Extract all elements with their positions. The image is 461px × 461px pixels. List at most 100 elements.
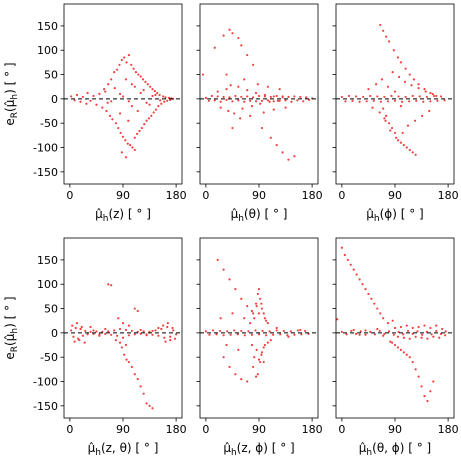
data-point	[376, 327, 379, 331]
y-tick-label: 100	[37, 278, 58, 291]
data-point	[166, 99, 169, 102]
data-point	[340, 95, 343, 99]
data-point	[231, 126, 234, 130]
scatter-panel-6: 0 90 180 μ̂h(θ, ϕ) [ ° ]	[332, 237, 459, 458]
data-point	[78, 339, 81, 342]
data-point	[260, 302, 263, 305]
data-point	[257, 94, 261, 98]
data-point	[225, 88, 228, 91]
data-point	[101, 106, 104, 109]
data-point	[252, 96, 255, 99]
data-point	[157, 105, 160, 108]
data-point	[402, 351, 405, 354]
data-point	[118, 63, 121, 66]
data-point	[111, 118, 114, 121]
x-tick-label: 0	[338, 189, 345, 202]
data-point	[131, 146, 134, 149]
data-point	[250, 105, 254, 108]
data-point	[386, 100, 390, 103]
data-point	[336, 318, 339, 321]
data-point	[225, 98, 228, 101]
data-point	[81, 334, 84, 337]
data-point	[396, 346, 400, 349]
data-point	[444, 330, 447, 333]
data-point	[390, 341, 394, 344]
data-point	[373, 302, 376, 305]
data-point	[240, 377, 243, 381]
data-point	[373, 333, 377, 336]
data-point	[133, 85, 136, 88]
data-point	[228, 28, 231, 31]
data-point	[399, 61, 402, 64]
data-point	[142, 392, 145, 395]
data-point	[133, 373, 136, 376]
data-point	[151, 329, 154, 333]
data-points	[69, 283, 178, 410]
data-point	[222, 334, 225, 337]
data-point	[107, 283, 110, 286]
data-point	[358, 278, 361, 281]
data-point	[117, 317, 120, 320]
data-point	[243, 78, 246, 81]
data-point	[441, 327, 444, 331]
data-point	[231, 312, 234, 315]
data-point	[204, 330, 207, 333]
x-axis-label: μ̂h(θ) [ ° ]	[231, 207, 288, 224]
data-point	[113, 87, 116, 90]
data-point	[254, 91, 258, 95]
x-axis-label: μ̂h(θ, ϕ) [ ° ]	[359, 441, 431, 458]
data-point	[391, 319, 394, 322]
data-point	[393, 343, 397, 347]
data-point	[72, 335, 75, 338]
data-point	[411, 326, 414, 330]
data-point	[80, 325, 83, 329]
data-point	[123, 353, 126, 356]
data-point	[163, 336, 166, 339]
y-tick-label: 0	[51, 327, 58, 340]
data-point	[408, 148, 411, 152]
data-point	[237, 85, 240, 88]
data-point	[139, 75, 142, 78]
data-point	[147, 117, 151, 120]
y-tick-label: -50	[40, 117, 58, 130]
data-point	[162, 95, 165, 98]
x-axis-label: μ̂h(z, θ) [ ° ]	[88, 441, 159, 458]
data-point	[428, 109, 431, 113]
data-point	[246, 95, 249, 98]
data-point	[151, 407, 154, 410]
data-point	[260, 307, 264, 310]
data-point	[75, 322, 79, 325]
data-points	[204, 258, 310, 383]
x-axis-label: μ̂h(z) [ ° ]	[95, 207, 151, 224]
data-point	[158, 93, 161, 97]
data-point	[376, 307, 379, 310]
data-point	[143, 123, 146, 126]
data-point	[204, 96, 207, 99]
data-point	[140, 126, 143, 130]
data-point	[429, 326, 432, 330]
data-point	[408, 73, 411, 76]
data-point	[432, 94, 436, 98]
data-point	[237, 348, 240, 351]
data-point	[233, 329, 236, 332]
y-tick-label: -150	[33, 400, 58, 413]
data-point	[347, 94, 351, 98]
data-point	[411, 94, 414, 98]
data-point	[275, 94, 278, 98]
data-point	[260, 126, 264, 130]
data-point	[416, 330, 419, 333]
data-point	[379, 100, 382, 103]
data-point	[86, 91, 89, 95]
data-point	[408, 356, 411, 359]
data-point	[71, 324, 74, 327]
data-point	[249, 99, 252, 102]
data-point	[225, 343, 228, 347]
data-point	[130, 365, 133, 369]
data-point	[358, 333, 361, 336]
data-point	[257, 333, 261, 336]
data-point	[132, 67, 135, 70]
data-point	[219, 100, 222, 103]
data-point	[75, 93, 79, 97]
data-point	[364, 287, 367, 291]
plot-frame	[199, 237, 319, 419]
